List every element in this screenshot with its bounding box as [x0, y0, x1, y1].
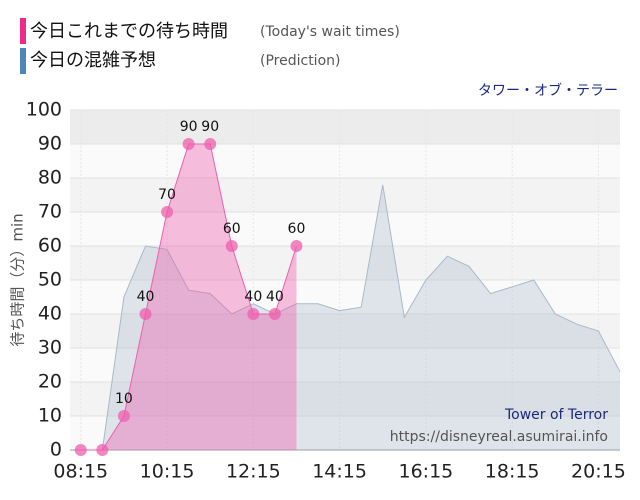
y-tick-label: 70	[38, 201, 62, 223]
y-tick-label: 10	[38, 405, 62, 427]
x-tick-label: 12:15	[226, 461, 281, 483]
legend-note: (Today's wait times)	[260, 24, 400, 40]
line	[80, 184, 621, 451]
data-label: 60	[288, 221, 306, 237]
point	[182, 138, 195, 150]
y-tick-label: 0	[50, 439, 62, 461]
band	[70, 348, 620, 382]
point	[74, 444, 87, 456]
point	[204, 138, 217, 150]
point	[225, 240, 238, 252]
point	[117, 410, 130, 422]
band	[70, 178, 620, 212]
point	[268, 308, 281, 320]
watermark: https://disneyreal.asumirai.info	[390, 429, 608, 445]
point	[161, 206, 174, 218]
point	[247, 308, 260, 320]
band	[70, 144, 620, 178]
data-label: 40	[244, 289, 262, 305]
band	[70, 212, 620, 246]
plot: 0 10 20 30 40 50 60 70 80 90 100 08:15 10:15 12:15 14:…	[26, 99, 626, 483]
band	[70, 110, 620, 144]
point	[290, 240, 303, 252]
chart-title: タワー・オブ・テラー	[478, 82, 618, 99]
band	[70, 246, 620, 280]
y-axis-label: 待ち時間（分）min	[9, 213, 27, 346]
x-tick-label: 10:15	[140, 461, 195, 483]
legend-label: 今日これまでの待ち時間	[30, 21, 228, 42]
x-tick-label: 08:15	[53, 461, 108, 483]
x-tick-label: 14:15	[312, 461, 367, 483]
x-tick-label: 16:15	[398, 461, 453, 483]
area	[80, 144, 297, 450]
y-tick-label: 100	[26, 99, 62, 121]
point	[96, 444, 109, 456]
y-tick-label: 90	[38, 133, 62, 155]
y-tick-label: 50	[38, 269, 62, 291]
data-label: 90	[180, 119, 198, 135]
band	[70, 416, 620, 450]
data-label: 40	[266, 289, 284, 305]
legend-label: 今日の混雑予想	[30, 50, 156, 71]
data-label: 90	[201, 119, 219, 135]
area	[80, 184, 621, 451]
data-label: 40	[137, 289, 155, 305]
x-tick-label: 20:15	[571, 461, 626, 483]
point	[139, 308, 152, 320]
legend-swatch	[20, 48, 26, 74]
y-tick-label: 60	[38, 235, 62, 257]
y-tick-label: 40	[38, 303, 62, 325]
band	[70, 382, 620, 416]
y-tick-label: 20	[38, 371, 62, 393]
watermark: Tower of Terror	[504, 407, 608, 423]
y-tick-label: 80	[38, 167, 62, 189]
data-label: 60	[223, 221, 241, 237]
legend-note: (Prediction)	[260, 53, 340, 69]
data-label: 10	[115, 391, 133, 407]
data-label: 70	[158, 187, 176, 203]
band	[70, 280, 620, 314]
x-tick-label: 18:15	[485, 461, 540, 483]
band	[70, 314, 620, 348]
legend-swatch	[20, 18, 26, 44]
y-tick-label: 30	[38, 337, 62, 359]
